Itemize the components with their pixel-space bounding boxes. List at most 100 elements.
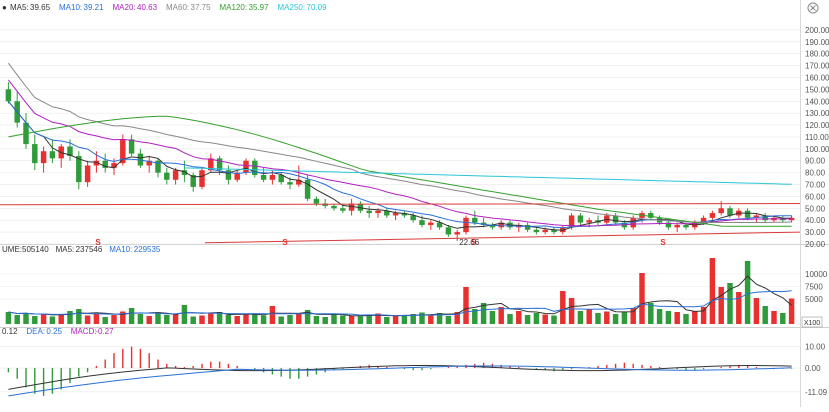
volume-bar bbox=[692, 311, 698, 324]
candle-body bbox=[586, 220, 592, 223]
volume-bar bbox=[93, 313, 100, 324]
y-tick-label: 90.00 bbox=[805, 157, 826, 166]
volume-legend-label: MA5: bbox=[56, 245, 75, 254]
y-tick-label: 10000 bbox=[805, 270, 828, 279]
candle-body bbox=[269, 175, 276, 180]
volume-bar bbox=[40, 314, 47, 324]
candle-body bbox=[199, 170, 205, 187]
candle-body bbox=[164, 172, 170, 180]
volume-bar bbox=[533, 313, 540, 324]
volume-bar bbox=[727, 283, 733, 324]
volume-bar bbox=[313, 316, 320, 324]
volume-bar bbox=[225, 315, 232, 324]
ma60-line bbox=[8, 62, 792, 224]
volume-bar bbox=[480, 303, 487, 324]
volume-bar bbox=[736, 292, 742, 324]
volume-bar bbox=[58, 314, 64, 324]
low-price-label: 22.66 bbox=[459, 238, 480, 247]
volume-bar bbox=[384, 317, 390, 324]
y-tick-label: 60.00 bbox=[805, 192, 826, 201]
candle-body bbox=[287, 182, 293, 185]
volume-bar bbox=[401, 315, 408, 324]
volume-bar bbox=[322, 317, 328, 324]
close-icon[interactable] bbox=[807, 2, 819, 14]
volume-bar bbox=[656, 309, 663, 324]
volume-bar bbox=[252, 313, 258, 324]
candle-body bbox=[718, 208, 724, 214]
y-tick-label: 160.00 bbox=[805, 73, 829, 82]
candle-body bbox=[683, 224, 689, 228]
y-tick-label: 100.00 bbox=[805, 145, 829, 154]
volume-legend-value: 229535 bbox=[134, 245, 161, 254]
candle-body bbox=[340, 208, 346, 211]
volume-bar bbox=[269, 306, 276, 324]
volume-bar bbox=[278, 316, 284, 324]
volume-bar bbox=[216, 312, 223, 324]
volume-bar bbox=[604, 311, 610, 324]
y-tick-label: 150.00 bbox=[805, 85, 829, 94]
candle-body bbox=[542, 229, 548, 233]
y-tick-label: 40.00 bbox=[805, 216, 826, 225]
volume-bar bbox=[700, 307, 707, 324]
candle-body bbox=[216, 158, 223, 171]
volume-bar bbox=[780, 313, 786, 324]
candle-body bbox=[401, 213, 408, 216]
volume-bar bbox=[84, 315, 91, 324]
candle-body bbox=[5, 89, 12, 102]
volume-bar bbox=[348, 316, 355, 324]
ma-legend-value: 40.63 bbox=[137, 3, 158, 12]
ma5-line bbox=[8, 100, 792, 231]
scale-badge bbox=[801, 316, 823, 328]
volume-bar bbox=[744, 261, 751, 324]
volume-bar bbox=[595, 313, 601, 324]
candle-body bbox=[76, 155, 82, 183]
volume-bar bbox=[208, 313, 214, 324]
support-trendline bbox=[204, 231, 801, 244]
ma-legend-value: 39.65 bbox=[30, 3, 51, 12]
volume-bar bbox=[137, 314, 144, 324]
volume-ma5-line bbox=[8, 275, 792, 317]
ma20-line bbox=[8, 79, 792, 227]
ma-legend-label: MA60: bbox=[166, 3, 189, 12]
candle-body bbox=[313, 198, 320, 204]
dea-line bbox=[8, 365, 792, 397]
volume-bar bbox=[102, 317, 108, 324]
volume-ma10-line bbox=[8, 290, 792, 317]
candle-body bbox=[172, 170, 179, 180]
volume-bar bbox=[524, 315, 531, 324]
candle-body bbox=[366, 210, 372, 214]
candle-body bbox=[278, 175, 284, 183]
volume-bar bbox=[296, 314, 302, 324]
volume-bar bbox=[146, 316, 152, 324]
volume-bar bbox=[709, 258, 716, 324]
y-tick-label: 20.00 bbox=[805, 240, 826, 249]
y-tick-label: 10.00 bbox=[805, 343, 826, 352]
volume-bar bbox=[454, 312, 460, 324]
macd-legend-value: 0.12 bbox=[2, 327, 18, 336]
candle-body bbox=[146, 160, 152, 166]
candle-body bbox=[296, 179, 302, 185]
candle-body bbox=[665, 222, 672, 228]
volume-bar bbox=[5, 312, 12, 324]
volume-bar bbox=[753, 298, 760, 324]
volume-bar bbox=[340, 315, 346, 324]
volume-legend-label: UME: bbox=[2, 245, 22, 254]
candle-body bbox=[533, 229, 540, 233]
candle-body bbox=[674, 224, 680, 228]
y-tick-label: 0.00 bbox=[805, 364, 821, 373]
volume-bar bbox=[674, 312, 680, 324]
volume-bar bbox=[665, 311, 672, 324]
volume-bar bbox=[612, 314, 619, 324]
candle-body bbox=[709, 213, 716, 218]
volume-bar bbox=[23, 313, 29, 324]
volume-bar bbox=[436, 313, 443, 324]
candle-body bbox=[472, 217, 478, 223]
close-icon-ring bbox=[807, 2, 819, 14]
candle-body bbox=[111, 163, 117, 168]
y-tick-label: 110.00 bbox=[805, 133, 829, 142]
candle-body bbox=[225, 170, 232, 180]
candle-body bbox=[436, 222, 443, 228]
volume-bar bbox=[164, 315, 170, 324]
